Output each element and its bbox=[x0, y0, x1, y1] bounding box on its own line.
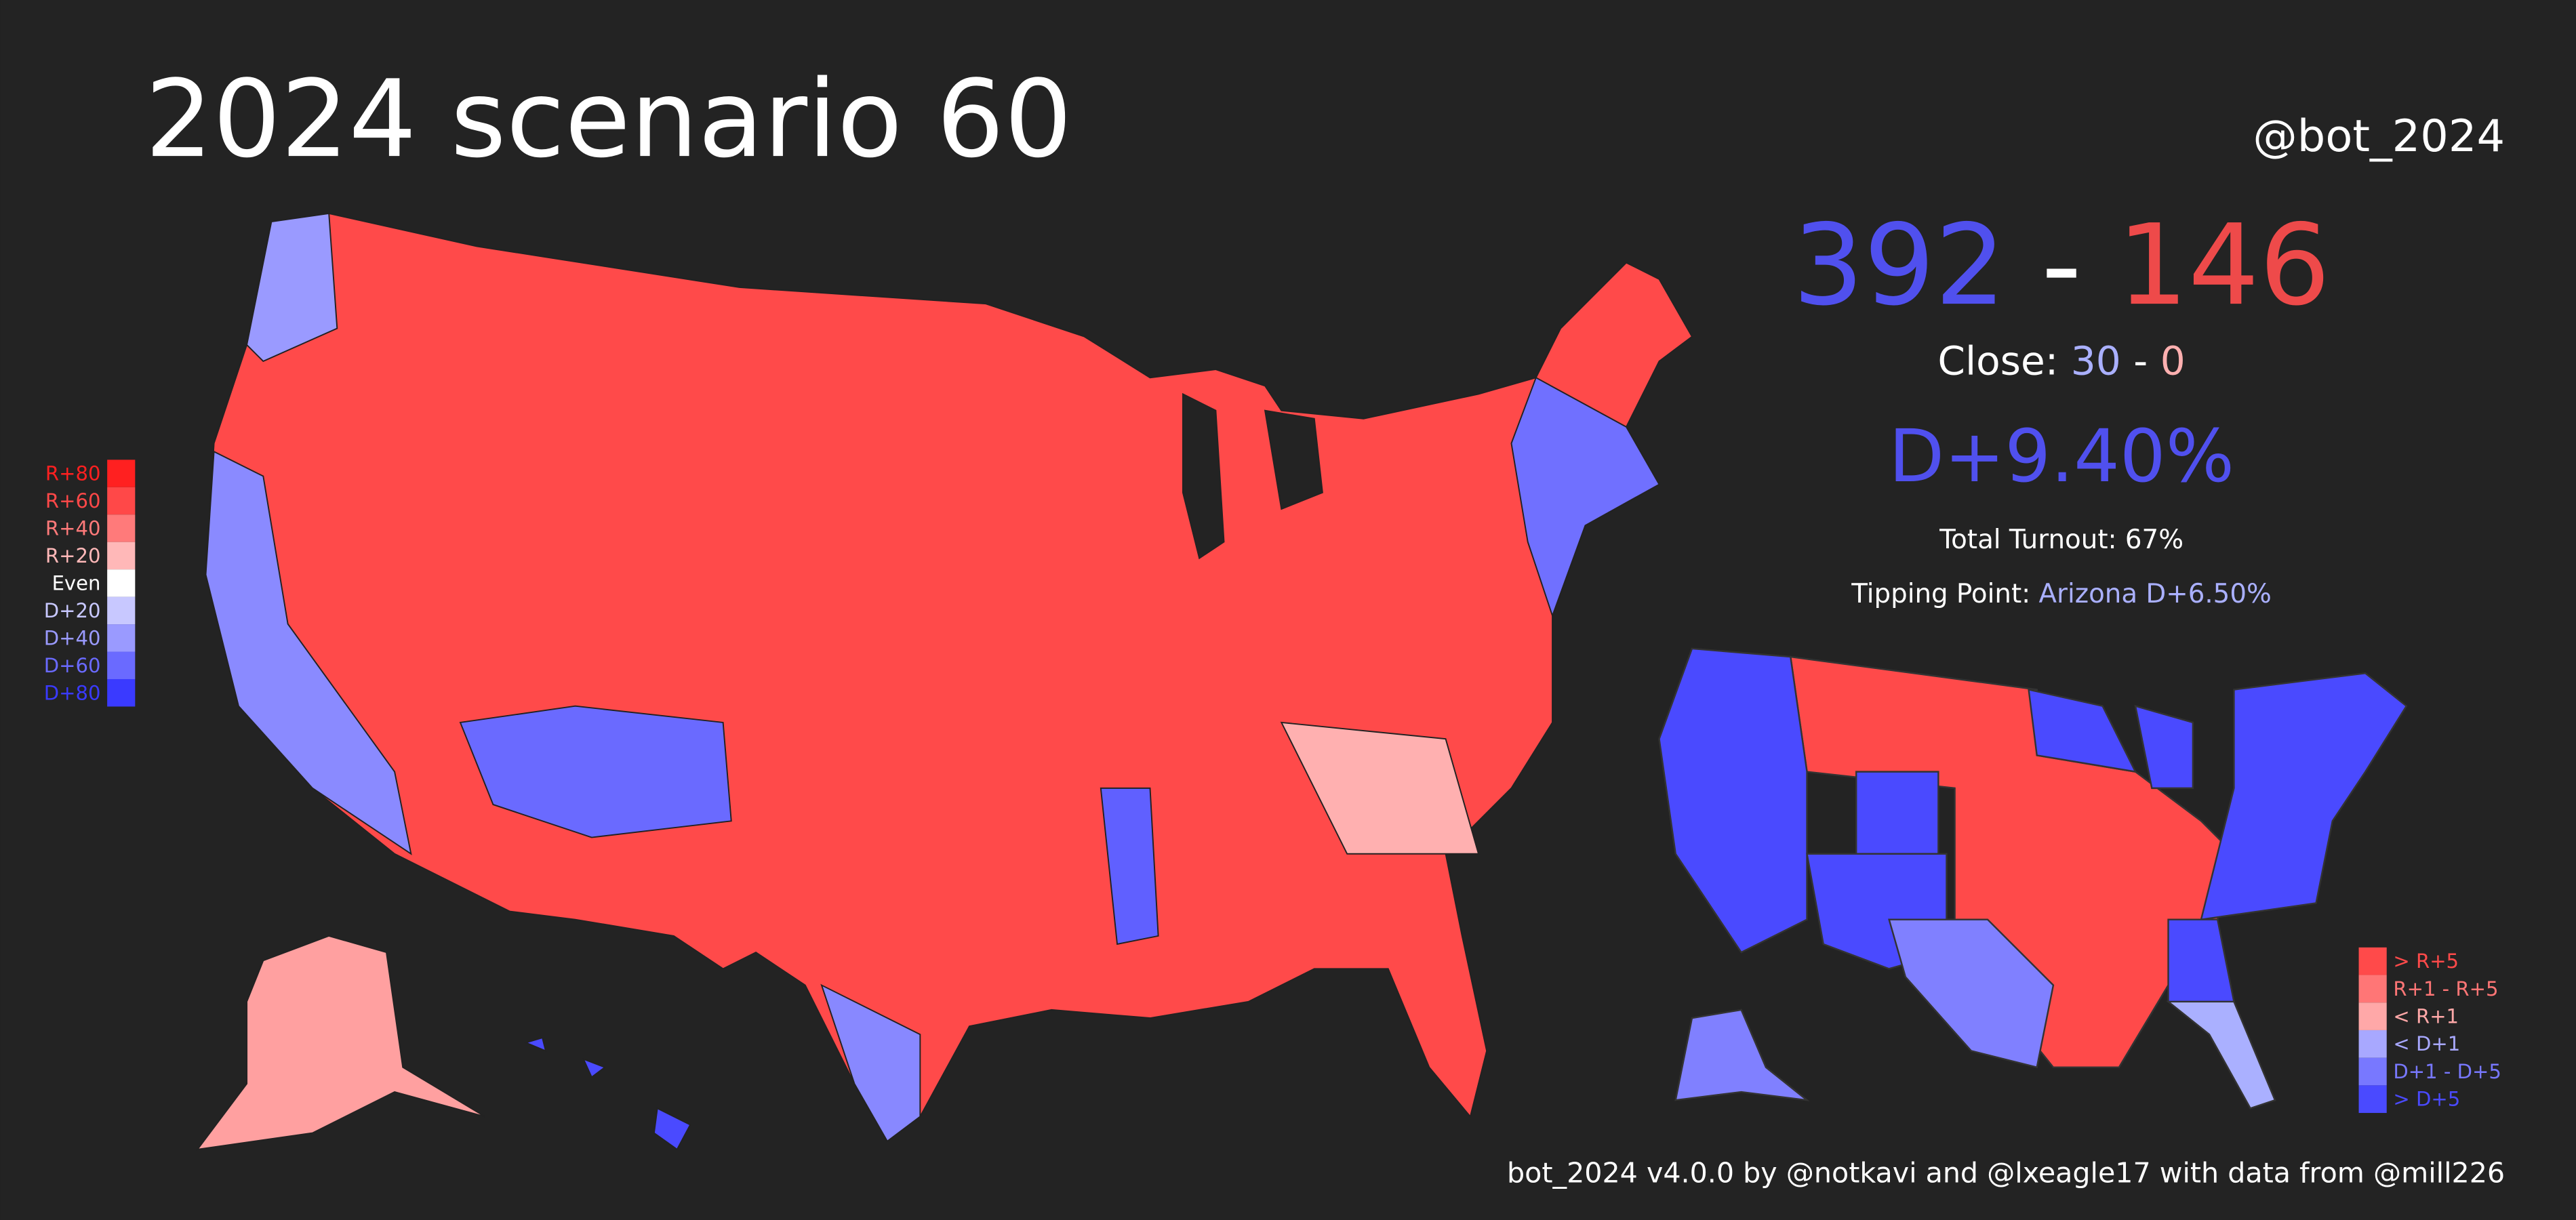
county-legend-label: Even bbox=[52, 571, 101, 594]
turnout: Total Turnout: 67% bbox=[1939, 525, 2183, 555]
footer: bot_2024 v4.0.0 by @notkavi and @lxeagle… bbox=[1507, 1156, 2505, 1189]
state-legend-swatch bbox=[2358, 1057, 2387, 1086]
states-west bbox=[1658, 647, 1808, 954]
county-legend-label: R+60 bbox=[45, 489, 101, 512]
close-line: Close: 30 - 0 bbox=[1937, 338, 2185, 384]
great-lakes bbox=[1182, 392, 1323, 560]
county-legend-label: R+20 bbox=[45, 544, 101, 567]
states-lakes bbox=[2028, 688, 2194, 790]
south-texas bbox=[820, 983, 921, 1143]
state-legend-label: D+1 - D+5 bbox=[2393, 1060, 2501, 1083]
state-legend-swatch bbox=[2358, 947, 2387, 975]
handle: @bot_2024 bbox=[2253, 110, 2505, 162]
electoral-votes: 392 - 146 bbox=[1793, 200, 2331, 330]
state-legend-swatch bbox=[2358, 1002, 2387, 1030]
county-legend-label: D+20 bbox=[44, 599, 101, 622]
county-legend-swatch bbox=[107, 678, 136, 707]
state-legend-swatch bbox=[2358, 975, 2387, 1003]
county-legend-swatch bbox=[107, 596, 136, 625]
hawaii bbox=[524, 1036, 691, 1151]
lower-48 bbox=[205, 212, 1693, 1143]
tipping-value: Arizona D+6.50% bbox=[2039, 579, 2272, 609]
delta bbox=[1100, 787, 1159, 946]
ev-separator: - bbox=[2041, 200, 2081, 330]
state-legend-label: > R+5 bbox=[2393, 950, 2459, 973]
northeast bbox=[1510, 376, 1660, 618]
county-legend-label: D+60 bbox=[44, 654, 101, 677]
state-legend-label: < D+1 bbox=[2393, 1032, 2460, 1055]
title: 2024 scenario 60 bbox=[145, 58, 1072, 182]
close-dem: 30 bbox=[2071, 338, 2121, 384]
state-legend-label: R+1 - R+5 bbox=[2393, 977, 2498, 1000]
county-legend-swatch bbox=[107, 542, 136, 570]
county-legend-label: D+40 bbox=[44, 626, 101, 649]
tipping-label: Tipping Point: bbox=[1851, 579, 2030, 609]
legends: R+80 R+60 R+40 R+20 Even D+20 D+40 D+60 D+80 > R+… bbox=[44, 460, 2501, 1114]
state-legend-label: < R+1 bbox=[2393, 1005, 2459, 1028]
state-map bbox=[1658, 647, 2408, 1110]
county-legend-swatch bbox=[107, 569, 136, 597]
states-east bbox=[2200, 672, 2408, 921]
southwest bbox=[459, 705, 732, 838]
rep-ev: 146 bbox=[2117, 200, 2330, 330]
state-legend-swatch bbox=[2358, 1030, 2387, 1058]
county-legend-swatch bbox=[107, 460, 136, 487]
states-texas bbox=[1888, 918, 2055, 1069]
county-legend-swatch bbox=[107, 514, 136, 542]
states-alaska bbox=[1674, 1009, 1810, 1101]
piedmont bbox=[1280, 721, 1480, 855]
margin: D+9.40% bbox=[1889, 415, 2234, 499]
states-georgia bbox=[2167, 918, 2235, 1003]
close-separator: - bbox=[2133, 338, 2148, 384]
county-legend-swatch bbox=[107, 624, 136, 652]
dem-ev: 392 bbox=[1793, 200, 2006, 330]
county-legend-swatch bbox=[107, 487, 136, 515]
county-legend-label: R+80 bbox=[45, 462, 101, 485]
state-legend-label: > D+5 bbox=[2393, 1088, 2460, 1111]
county-legend-swatch bbox=[107, 651, 136, 679]
state-legend-swatch bbox=[2358, 1085, 2387, 1114]
alaska bbox=[196, 935, 485, 1151]
close-rep: 0 bbox=[2160, 338, 2186, 384]
county-legend-label: D+80 bbox=[44, 681, 101, 704]
county-legend-label: R+40 bbox=[45, 517, 101, 540]
pacific-nw bbox=[246, 212, 338, 363]
close-label: Close: bbox=[1937, 338, 2058, 384]
tipping-point: Tipping Point: Arizona D+6.50% bbox=[1851, 579, 2272, 609]
west-coast bbox=[205, 450, 412, 855]
county-map bbox=[196, 212, 1693, 1151]
